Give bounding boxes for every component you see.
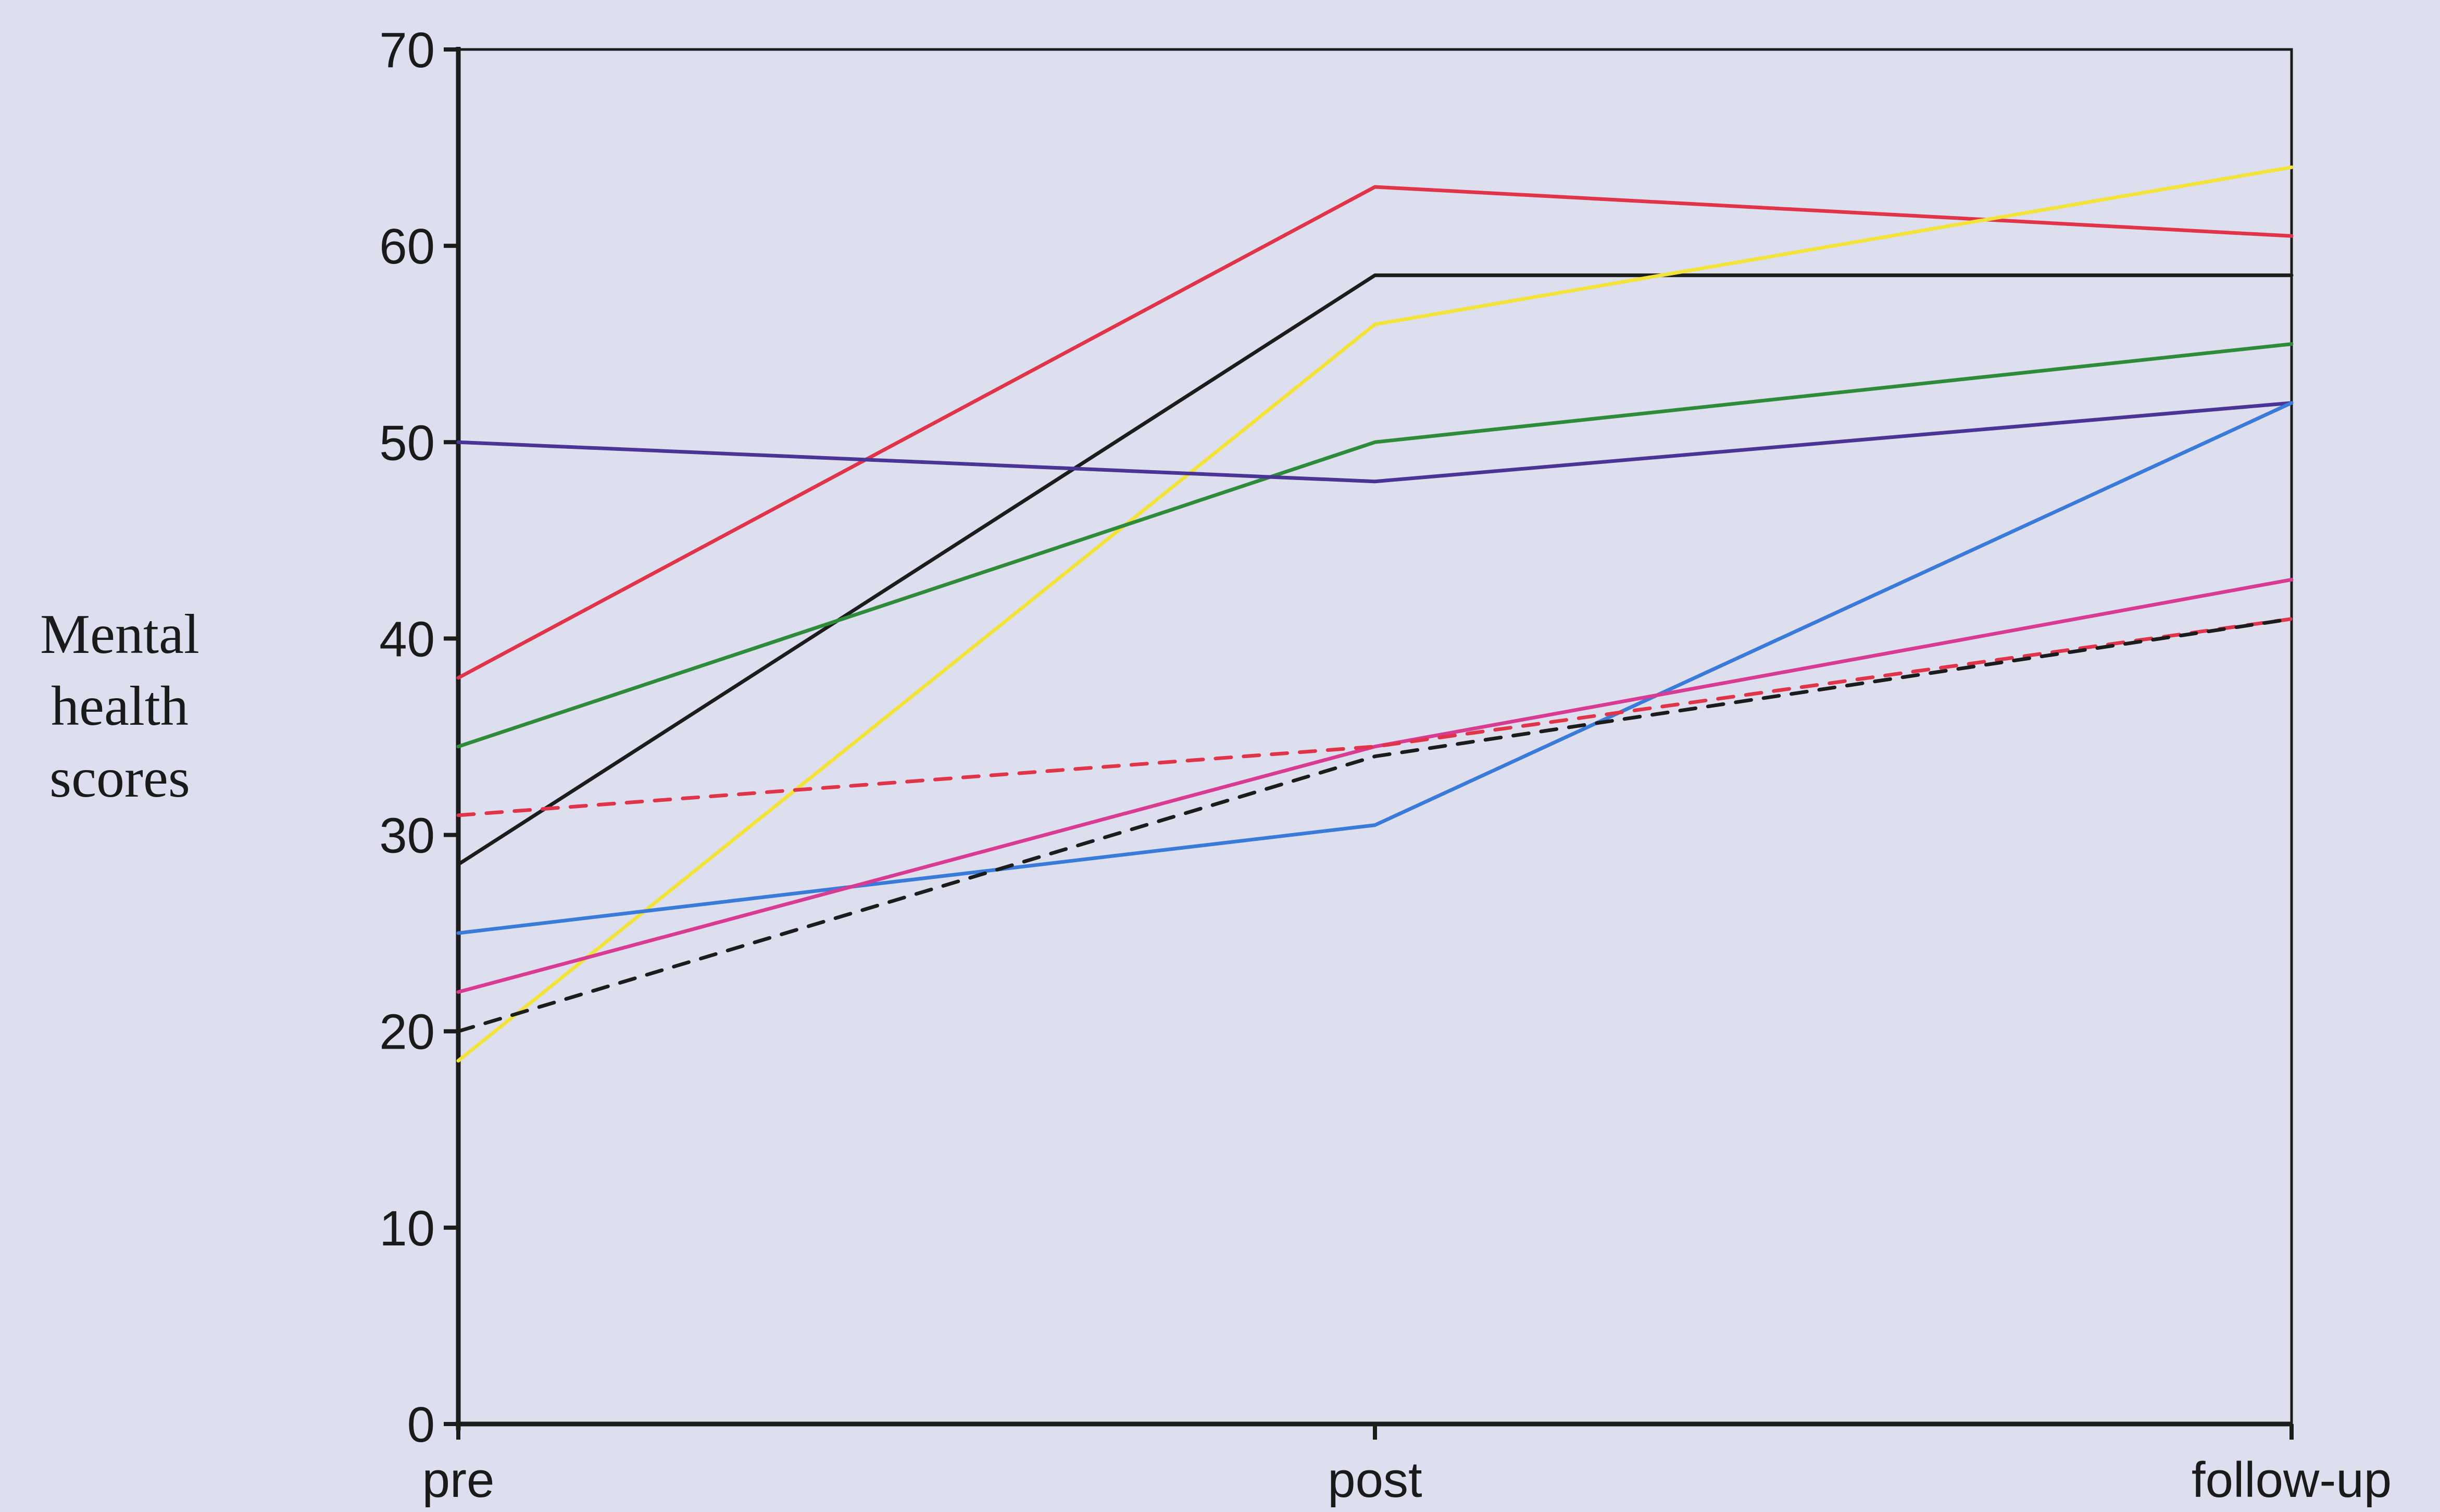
x-tick-label: follow-up [2192, 1452, 2392, 1508]
y-tick-label: 50 [379, 415, 435, 471]
y-tick-label: 10 [379, 1201, 435, 1256]
series-line-6 [456, 401, 2294, 935]
plot-frame [456, 47, 2293, 1430]
series-line-8 [456, 617, 2294, 817]
series-line-3 [456, 165, 2294, 1063]
series-line-4 [456, 342, 2294, 749]
y-tick-label: 40 [379, 611, 435, 667]
x-axis-ticks: pre post follow-up [422, 1424, 2392, 1508]
series-line-9 [456, 617, 2294, 1034]
y-axis-label-line-3: scores [49, 747, 190, 810]
series-line-7 [456, 577, 2294, 994]
series-lines [456, 165, 2294, 1063]
y-tick-label: 30 [379, 808, 435, 864]
x-tick-label: pre [422, 1452, 495, 1508]
plot-border [457, 48, 2293, 1426]
y-axis-label-line-2: health [51, 675, 189, 738]
y-tick-label: 20 [379, 1004, 435, 1060]
y-axis-label-line-1: Mental [40, 603, 199, 665]
series-line-2 [456, 273, 2294, 866]
y-tick-label: 70 [379, 22, 435, 78]
y-tick-label: 0 [407, 1397, 435, 1453]
x-tick-label: post [1328, 1452, 1422, 1508]
y-axis-label: Mental health scores [5, 599, 234, 815]
series-line-1 [456, 185, 2294, 680]
y-axis-ticks: 0 10 20 30 40 50 60 70 [379, 22, 458, 1453]
y-tick-label: 60 [379, 219, 435, 274]
series-line-5 [456, 401, 2294, 484]
